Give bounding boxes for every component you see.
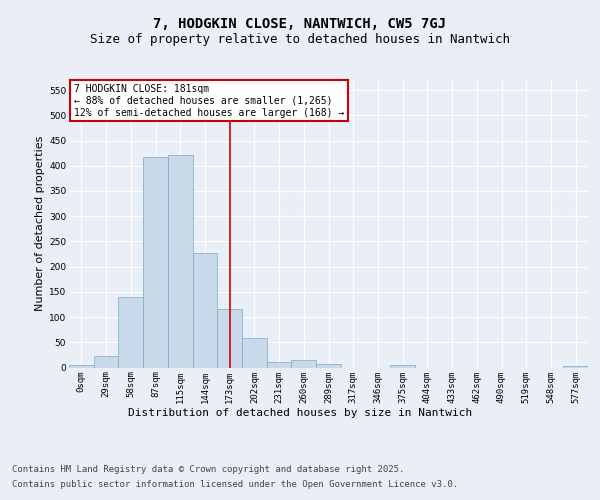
Text: Distribution of detached houses by size in Nantwich: Distribution of detached houses by size … [128, 408, 472, 418]
Bar [563, 366, 588, 368]
Bar [267, 362, 292, 368]
Bar [292, 360, 316, 368]
Bar [316, 364, 341, 368]
Y-axis label: Number of detached properties: Number of detached properties [35, 136, 45, 312]
Bar [217, 310, 242, 368]
Bar [193, 252, 217, 368]
Text: 7 HODGKIN CLOSE: 181sqm
← 88% of detached houses are smaller (1,265)
12% of semi: 7 HODGKIN CLOSE: 181sqm ← 88% of detache… [74, 84, 344, 117]
Bar [143, 156, 168, 368]
Text: Size of property relative to detached houses in Nantwich: Size of property relative to detached ho… [90, 32, 510, 46]
Bar [242, 338, 267, 368]
Bar [168, 154, 193, 368]
Text: 7, HODGKIN CLOSE, NANTWICH, CW5 7GJ: 7, HODGKIN CLOSE, NANTWICH, CW5 7GJ [154, 18, 446, 32]
Bar [69, 366, 94, 368]
Bar [390, 366, 415, 368]
Text: Contains public sector information licensed under the Open Government Licence v3: Contains public sector information licen… [12, 480, 458, 489]
Bar [94, 356, 118, 368]
Text: Contains HM Land Registry data © Crown copyright and database right 2025.: Contains HM Land Registry data © Crown c… [12, 465, 404, 474]
Bar [118, 297, 143, 368]
